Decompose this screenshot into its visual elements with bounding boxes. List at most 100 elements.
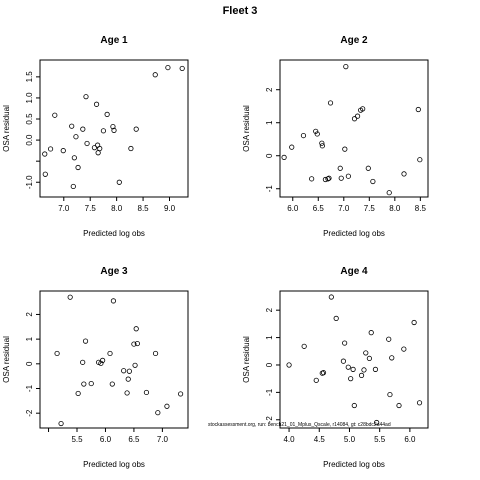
data-point bbox=[319, 140, 325, 146]
data-point bbox=[69, 123, 75, 129]
y-axis-label: OSA residual bbox=[242, 105, 251, 152]
data-point bbox=[345, 364, 351, 370]
x-tick-label: 7.0 bbox=[157, 435, 169, 444]
data-point bbox=[71, 155, 77, 161]
data-point bbox=[325, 176, 331, 182]
y-tick-label: 0 bbox=[265, 153, 274, 158]
data-point bbox=[350, 366, 356, 372]
data-point bbox=[104, 111, 110, 117]
data-point bbox=[309, 176, 315, 182]
data-point bbox=[300, 132, 307, 139]
data-point bbox=[386, 190, 392, 196]
plot-frame bbox=[39, 59, 189, 198]
x-tick-label: 6.5 bbox=[128, 435, 140, 444]
data-point bbox=[340, 358, 347, 364]
data-point bbox=[124, 390, 130, 396]
data-point bbox=[42, 151, 48, 157]
data-point bbox=[80, 126, 86, 132]
data-point bbox=[416, 400, 423, 406]
data-point bbox=[338, 175, 344, 181]
data-point bbox=[361, 367, 367, 373]
data-point bbox=[70, 183, 76, 190]
data-point bbox=[164, 403, 170, 409]
x-tick-label: 5.0 bbox=[344, 435, 356, 444]
x-tick-label: 7.5 bbox=[85, 204, 97, 213]
data-point bbox=[328, 294, 334, 300]
data-point bbox=[314, 131, 320, 137]
x-axis-label: Predicted log obs bbox=[83, 229, 145, 238]
y-tick-label: -1.0 bbox=[25, 175, 34, 189]
data-point bbox=[132, 362, 138, 368]
data-point bbox=[133, 326, 139, 332]
panel-age-4: Age 4 Predicted log obs OSA residual 4.0 4.5… bbox=[242, 266, 429, 469]
panel-age-1: Age 1 Predicted log obs OSA residual 7.0 7.5… bbox=[2, 35, 189, 238]
y-tick-label: 0.5 bbox=[25, 113, 34, 125]
data-point bbox=[152, 350, 159, 357]
x-tick-label: 4.5 bbox=[314, 435, 326, 444]
data-point bbox=[326, 175, 332, 181]
y-tick-label: 0.0 bbox=[25, 134, 34, 146]
data-point bbox=[121, 368, 127, 374]
data-point bbox=[67, 294, 73, 300]
data-point bbox=[54, 350, 60, 357]
x-tick-label: 6.0 bbox=[404, 435, 416, 444]
plot-frame bbox=[39, 290, 189, 429]
y-tick-label: 0 bbox=[25, 361, 34, 366]
data-point bbox=[396, 402, 402, 409]
x-tick-label: 6.0 bbox=[100, 435, 112, 444]
data-point bbox=[60, 148, 66, 154]
x-tick-label: 5.5 bbox=[71, 435, 83, 444]
x-tick-label: 8.5 bbox=[415, 204, 427, 213]
x-tick-label: 8.0 bbox=[111, 204, 123, 213]
y-tick-label: -2 bbox=[25, 409, 34, 417]
x-tick-label: 6.5 bbox=[313, 204, 325, 213]
x-tick-label: 7.0 bbox=[58, 204, 70, 213]
panel-age-3: Age 3 Predicted log obs OSA residual 5.5 6.0… bbox=[2, 266, 189, 469]
data-point bbox=[365, 165, 371, 171]
data-point bbox=[134, 340, 140, 347]
data-point bbox=[179, 65, 185, 72]
y-tick-label: 2 bbox=[265, 87, 274, 92]
x-axis-label: Predicted log obs bbox=[83, 460, 145, 469]
data-point bbox=[111, 127, 117, 133]
x-tick-label: 7.0 bbox=[338, 204, 350, 213]
y-tick-label: -2 bbox=[265, 416, 274, 424]
data-point bbox=[333, 315, 339, 321]
data-point bbox=[327, 100, 334, 106]
data-point bbox=[47, 146, 54, 152]
data-point bbox=[337, 165, 343, 171]
panel-age-2: Age 2 Predicted log obs OSA residual 6.0 6.5… bbox=[242, 35, 429, 238]
data-point bbox=[100, 357, 106, 363]
data-point bbox=[143, 389, 150, 396]
data-point bbox=[88, 380, 94, 387]
plot-frame bbox=[279, 59, 429, 198]
data-point bbox=[91, 145, 98, 151]
data-point bbox=[386, 336, 392, 342]
data-point bbox=[110, 298, 117, 304]
data-point bbox=[389, 355, 395, 361]
y-tick-label: 1 bbox=[25, 336, 34, 341]
data-point bbox=[58, 420, 64, 427]
x-tick-label: 7.5 bbox=[364, 204, 376, 213]
data-point bbox=[345, 173, 351, 179]
data-point bbox=[109, 381, 115, 387]
data-point bbox=[415, 106, 421, 113]
y-tick-label: -1 bbox=[265, 388, 274, 396]
data-point bbox=[281, 154, 287, 160]
x-tick-label: 8.0 bbox=[389, 204, 401, 213]
y-axis-label: OSA residual bbox=[2, 336, 11, 383]
panel-title: Age 3 bbox=[100, 266, 128, 277]
figure-title: Fleet 3 bbox=[223, 5, 258, 17]
data-point bbox=[313, 128, 319, 134]
data-point bbox=[82, 338, 89, 344]
data-point bbox=[342, 146, 348, 152]
data-point bbox=[125, 376, 131, 382]
data-point bbox=[374, 419, 380, 426]
data-point bbox=[128, 145, 134, 152]
data-point bbox=[417, 157, 423, 163]
x-tick-label: 8.5 bbox=[138, 204, 150, 213]
data-point bbox=[366, 355, 373, 362]
y-tick-label: 1 bbox=[265, 120, 274, 125]
